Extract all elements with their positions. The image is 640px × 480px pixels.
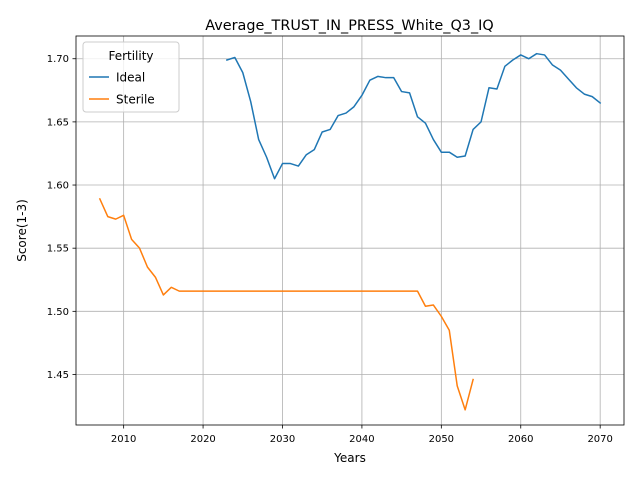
y-tick-label: 1.60 xyxy=(47,181,69,192)
series-line-ideal xyxy=(225,52,602,180)
y-axis-label: Score(1-3) xyxy=(15,199,29,262)
y-tick-label: 1.45 xyxy=(47,370,69,381)
x-tick-label: 2060 xyxy=(508,434,533,445)
y-tick-label: 1.65 xyxy=(47,117,69,128)
x-axis: 2010 2020 2030 2040 2050 2060 2070 xyxy=(111,425,613,445)
x-tick-label: 2030 xyxy=(270,434,295,445)
y-tick-label: 1.70 xyxy=(47,54,69,65)
plot-frame xyxy=(75,35,625,426)
legend-label-sterile: Sterile xyxy=(116,93,155,107)
x-tick-label: 2020 xyxy=(190,434,215,445)
x-axis-label: Years xyxy=(333,451,366,465)
series-lines xyxy=(98,52,602,411)
legend-box xyxy=(82,41,180,113)
legend-title: Fertility xyxy=(108,49,153,63)
chart-title: Average_TRUST_IN_PRESS_White_Q3_IQ xyxy=(205,18,493,34)
y-tick-label: 1.55 xyxy=(47,244,69,255)
x-tick-label: 2040 xyxy=(349,434,374,445)
x-tick-label: 2050 xyxy=(429,434,454,445)
x-tick-label: 2010 xyxy=(111,434,136,445)
y-tick-label: 1.50 xyxy=(47,307,69,318)
grid xyxy=(76,36,624,425)
series-line-sterile xyxy=(98,197,475,411)
legend: Fertility Ideal Sterile xyxy=(82,41,180,113)
x-tick-label: 2070 xyxy=(587,434,612,445)
legend-label-ideal: Ideal xyxy=(116,71,145,85)
y-axis: 1.45 1.50 1.55 1.60 1.65 1.70 xyxy=(47,54,76,381)
